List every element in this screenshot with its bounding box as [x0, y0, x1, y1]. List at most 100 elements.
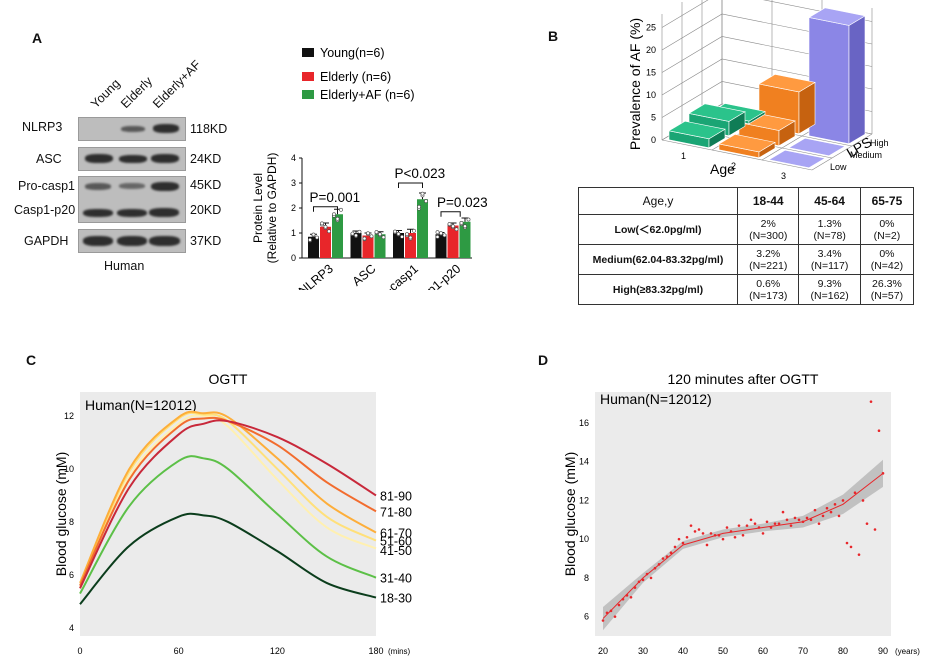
- data-point: [459, 220, 464, 225]
- b3d-z-tick: High: [870, 138, 889, 148]
- chart-d-x-tick: 30: [638, 646, 648, 656]
- b3d-bar-age3-low-top: [768, 149, 826, 169]
- data-point: [417, 204, 421, 209]
- scatter-point: [805, 516, 809, 520]
- b3d-z-tick: Medium: [850, 150, 882, 160]
- legend-label-elderly-af: Elderly+AF (n=6): [320, 88, 414, 102]
- scatter-point: [773, 522, 777, 525]
- chart-c-y-tick: 10: [64, 464, 74, 474]
- scatter-point: [765, 520, 769, 524]
- series-line-71-80: [79, 416, 377, 587]
- data-point: [442, 233, 447, 238]
- lane-label-elderly-af: Elderly+AF: [150, 57, 204, 111]
- significance-bracket: [440, 211, 461, 217]
- b3d-bar-age3-medium-top: [788, 137, 846, 157]
- kd-gapdh: 37KD: [190, 234, 222, 248]
- blot-row-pro-casp1: Pro-casp1: [18, 179, 75, 193]
- scatter-point: [821, 514, 825, 518]
- blot-strip-casp1: [78, 176, 186, 223]
- b3d-y-tick: 15: [646, 68, 656, 78]
- table-cell: 9.3% (N=162): [798, 274, 861, 305]
- data-point: [366, 231, 370, 236]
- bar-young-casp1-p20: [435, 234, 447, 258]
- scatter-point: [745, 524, 749, 527]
- series-label-71-80: 71-80: [380, 505, 412, 519]
- scatter-point: [877, 429, 881, 433]
- scatter-point: [693, 530, 697, 533]
- grid-line: [661, 139, 813, 171]
- legend-label-elderly: Elderly (n=6): [320, 70, 391, 84]
- panel-a-label: A: [32, 30, 43, 46]
- scatter-point: [837, 514, 841, 518]
- table-cell: 0% (N=42): [859, 244, 915, 275]
- series-label-31-40: 31-40: [380, 572, 412, 586]
- bar-young-nlrp3: [308, 236, 319, 258]
- scatter-point: [841, 499, 845, 502]
- chart-c-y-tick: 4: [69, 623, 74, 633]
- legend-swatch-elderly-af: [302, 90, 314, 99]
- table-row: High(≥83.32pg/ml) 0.6% (N=173) 9.3% (N=162…: [578, 274, 915, 305]
- cell-pct: 0%: [879, 217, 895, 230]
- scatter-point: [705, 543, 709, 547]
- plot-background: [595, 392, 891, 636]
- legend-label-young: Young(n=6): [320, 46, 385, 60]
- fit-line: [602, 472, 884, 619]
- cell-pct: 9.3%: [817, 277, 842, 290]
- scatter-point: [633, 586, 637, 589]
- significance-label: P<0.023: [395, 166, 446, 181]
- table-cell: 0% (N=2): [859, 214, 915, 245]
- chart-c-y-tick: 12: [64, 411, 74, 421]
- panel-b-label: B: [548, 28, 559, 44]
- cell-n: (N=2): [873, 229, 901, 242]
- protein-bar-chart: Young(n=6) Elderly (n=6) Elderly+AF (n=6…: [251, 46, 488, 290]
- series-line-41-50: [79, 414, 377, 589]
- significance-bracket: [313, 206, 338, 212]
- series-line-31-40: [79, 455, 377, 595]
- age-prevalence-table: Age,y 18-44 45-64 65-75 Low(＜62.0pg/ml) …: [578, 187, 915, 305]
- scatter-point: [609, 609, 613, 613]
- scatter-point: [809, 518, 813, 522]
- chart-c-x-tick: 60: [174, 646, 184, 656]
- chart-c-xlabel: (mins): [388, 647, 411, 656]
- data-point: [466, 217, 471, 222]
- bar-elderly-nlrp3: [320, 226, 331, 258]
- data-point: [396, 231, 401, 236]
- table-row-label: Medium(62.04-83.32pg/ml): [578, 244, 738, 275]
- bar-x-label-pro-casp1: Pro-casp1: [368, 262, 421, 290]
- scatter-point: [749, 518, 753, 522]
- cell-pct: 3.4%: [817, 247, 842, 260]
- scatter-point: [629, 595, 633, 599]
- chart-d-y-tick: 6: [584, 612, 589, 622]
- scatter-point: [761, 532, 765, 535]
- scatter-point: [657, 563, 661, 566]
- b3d-xlabel: Age: [710, 161, 735, 177]
- scatter-point: [725, 526, 729, 529]
- scatter-point: [785, 518, 789, 522]
- chart-d-x-tick: 90: [878, 646, 888, 656]
- chart-d-x-tick: 50: [718, 646, 728, 656]
- scatter-point: [849, 545, 853, 549]
- data-point: [424, 199, 428, 204]
- scatter-point: [645, 572, 649, 576]
- data-point: [378, 232, 382, 237]
- scatter-point: [601, 619, 605, 622]
- scatter-point: [665, 555, 669, 558]
- scatter-point: [637, 580, 641, 584]
- scatter-point: [689, 524, 693, 527]
- data-point: [393, 229, 397, 234]
- data-point: [308, 237, 312, 242]
- scatter-point: [681, 541, 685, 545]
- chart-c-y-tick: 8: [69, 517, 74, 527]
- table-header-row: Age,y 18-44 45-64 65-75: [578, 187, 915, 215]
- table-header-age: Age,y: [578, 187, 738, 215]
- kd-casp1-p20: 20KD: [190, 203, 222, 217]
- data-point: [350, 231, 355, 236]
- bar-y-tick-label: 1: [291, 228, 296, 238]
- series-label-51-60: 51-60: [380, 535, 412, 549]
- scatter-point: [829, 510, 833, 514]
- data-point: [439, 231, 443, 236]
- blot-strip-asc: [78, 147, 186, 171]
- table-cell: 3.2% (N=221): [736, 244, 800, 275]
- table-cell: 1.3% (N=78): [798, 214, 861, 245]
- b3d-bar-age3-high-side: [848, 15, 866, 145]
